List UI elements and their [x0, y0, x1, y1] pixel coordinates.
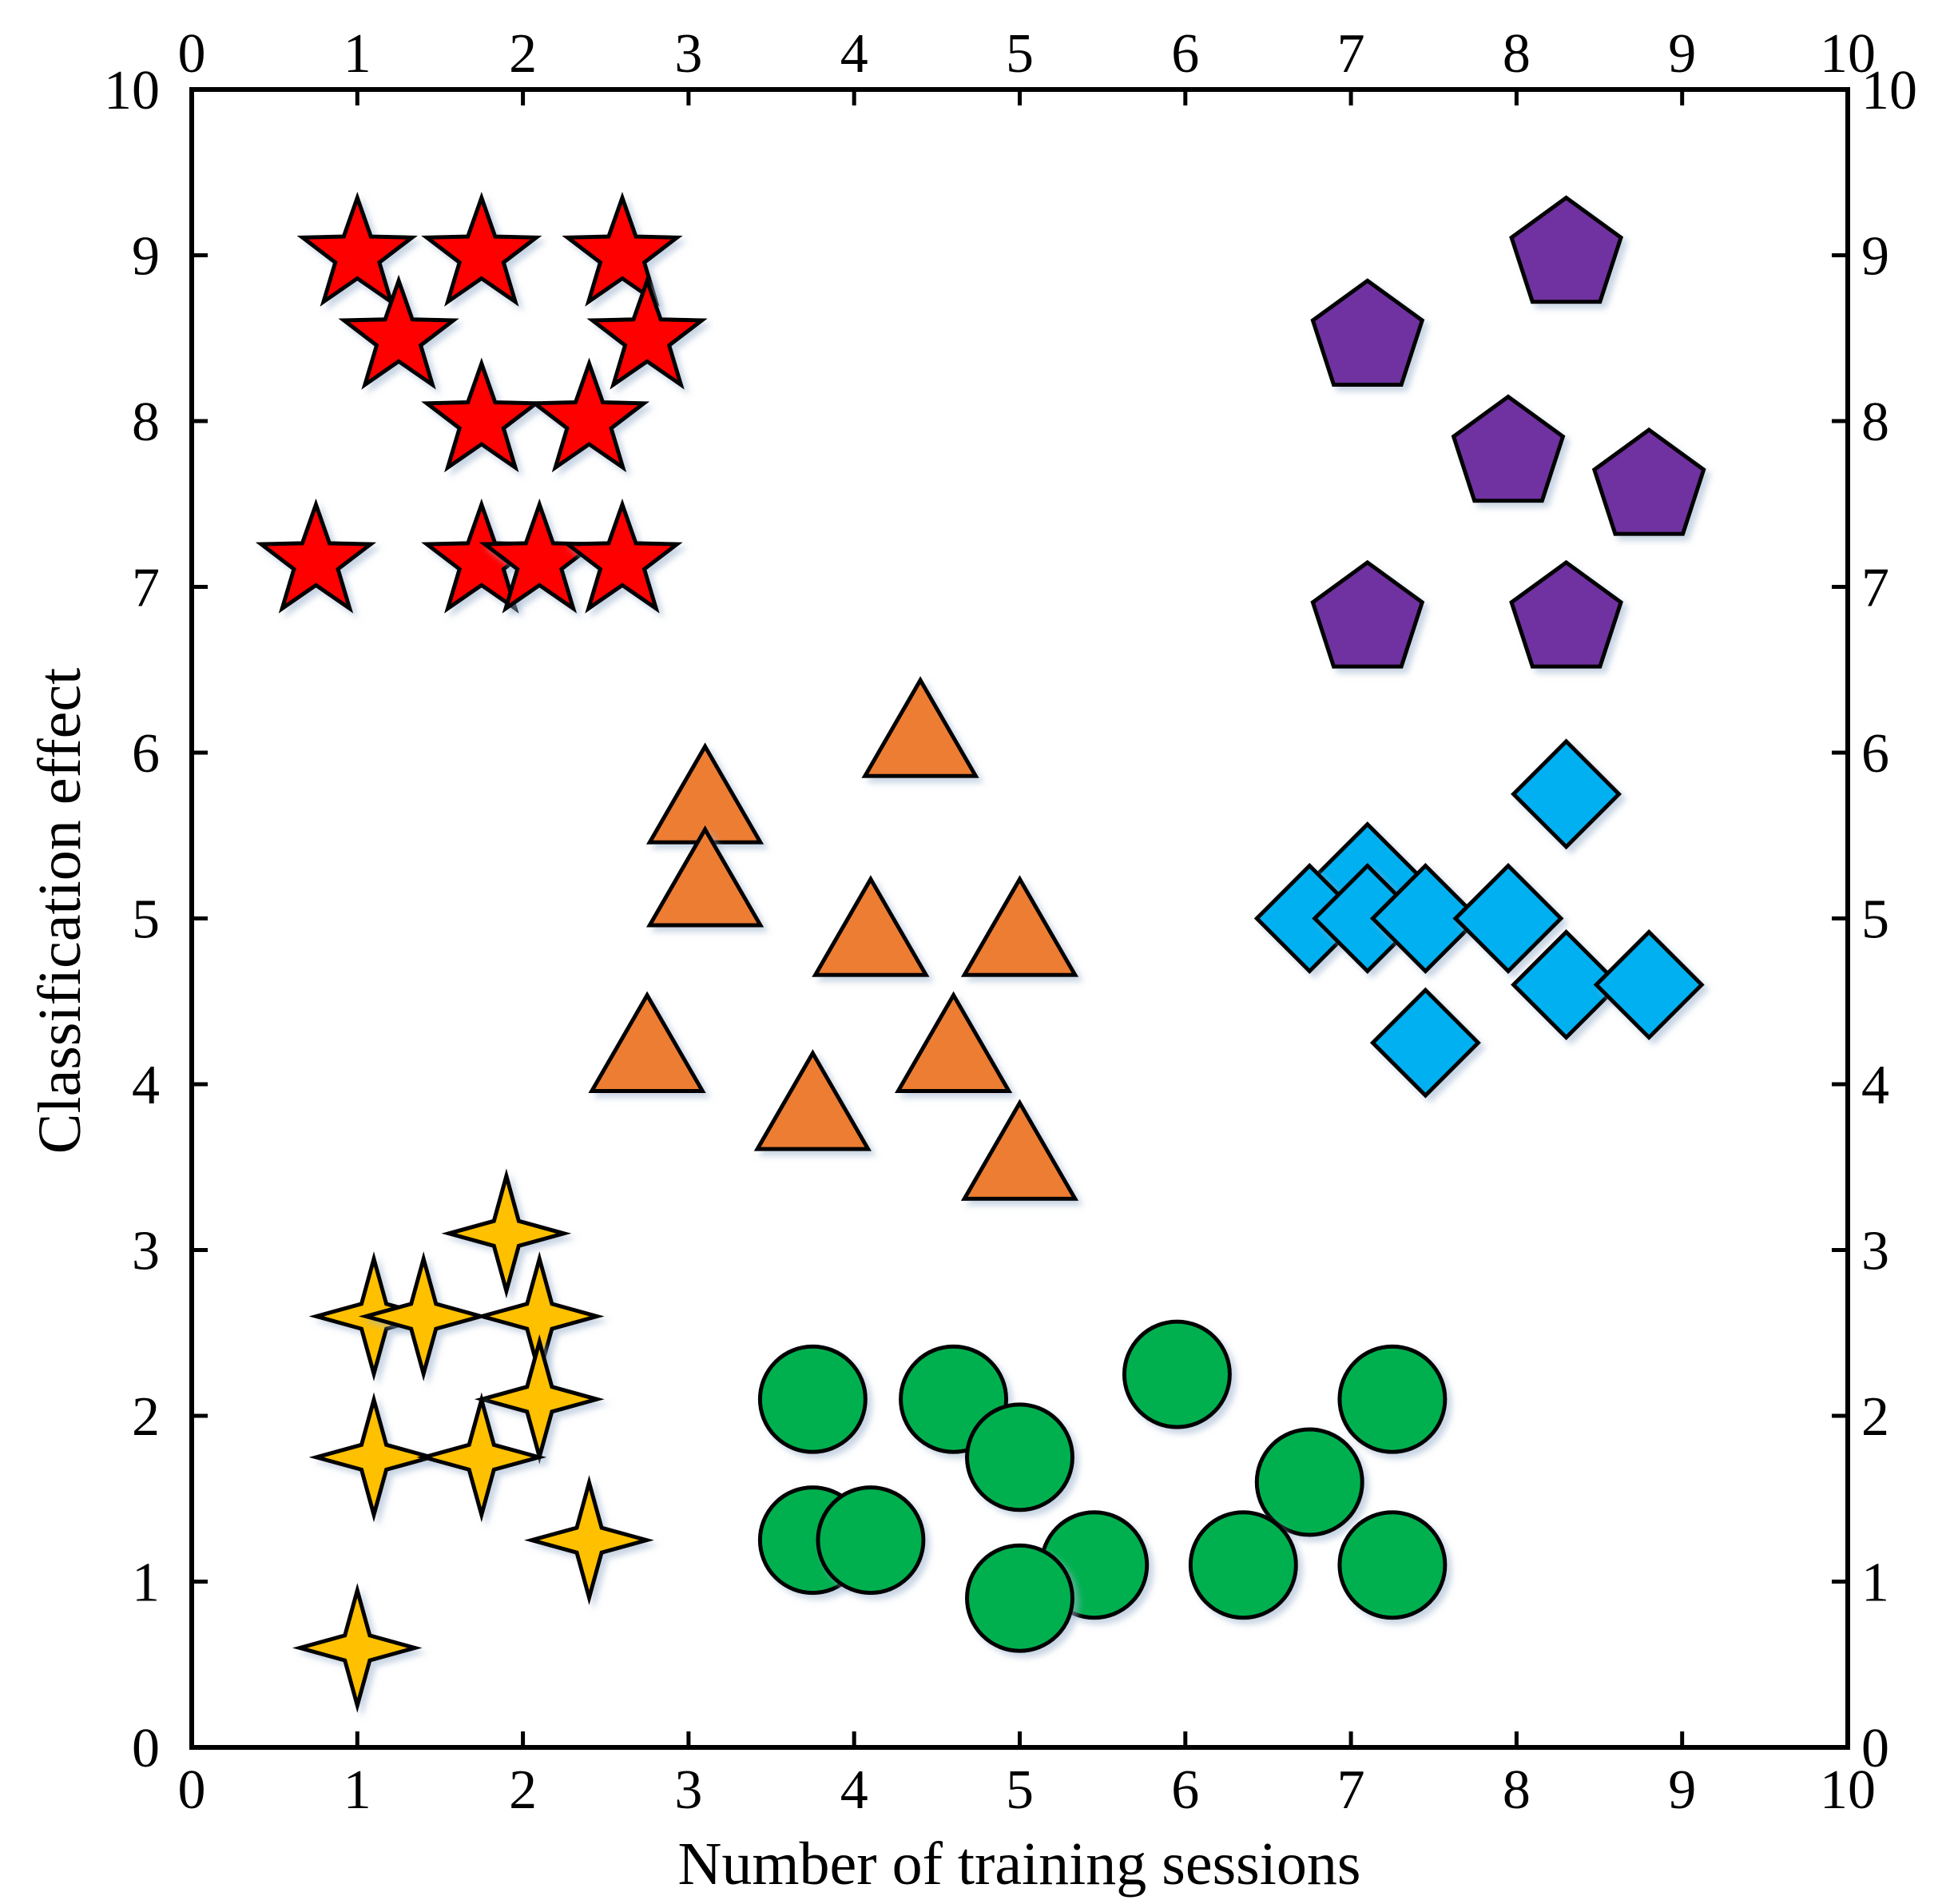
- x-tick-label-top: 9: [1668, 23, 1696, 85]
- circle-marker: [816, 1485, 926, 1596]
- x-tick-label-bottom: 0: [178, 1759, 206, 1821]
- x-tick-label-bottom: 9: [1668, 1759, 1696, 1821]
- y-tick-label-left: 7: [132, 558, 160, 619]
- circle-marker: [965, 1543, 1074, 1653]
- y-tick-label-right: 5: [1861, 889, 1889, 951]
- x-tick-label-top: 4: [840, 23, 868, 85]
- triangle-marker: [645, 825, 765, 928]
- circle-marker: [1122, 1319, 1232, 1429]
- diamond-marker: [1369, 987, 1481, 1099]
- pentagon-marker: [1591, 427, 1706, 536]
- star-marker: [421, 191, 542, 307]
- y-tick-label-left: 1: [132, 1552, 160, 1614]
- circle-marker: [1337, 1510, 1448, 1620]
- x-tick-label-bottom: 1: [344, 1759, 371, 1821]
- star-marker: [528, 357, 650, 473]
- star-marker: [421, 357, 542, 473]
- tick-marks: [189, 87, 1850, 1750]
- y-tick-label-left: 3: [132, 1221, 160, 1282]
- y-tick-label-right: 6: [1861, 723, 1889, 785]
- y-tick-label-right: 3: [1861, 1221, 1889, 1282]
- four-point-star-marker: [474, 1334, 605, 1465]
- circle-marker: [757, 1344, 868, 1454]
- star-marker: [562, 498, 683, 614]
- pentagon-marker: [1310, 278, 1425, 387]
- x-tick-label-bottom: 2: [509, 1759, 537, 1821]
- triangle-marker: [588, 991, 706, 1093]
- y-tick-label-left: 5: [132, 889, 160, 951]
- triangle-marker: [753, 1049, 872, 1151]
- x-tick-label-top: 2: [509, 23, 537, 85]
- x-tick-label-bottom: 5: [1006, 1759, 1034, 1821]
- x-tick-label-top: 7: [1337, 23, 1365, 85]
- diamond-marker: [1511, 738, 1622, 850]
- x-tick-label-top: 3: [674, 23, 702, 85]
- diamond-marker: [1593, 928, 1705, 1041]
- x-tick-label-top: 0: [178, 23, 206, 85]
- y-tick-label-right: 9: [1861, 226, 1889, 288]
- circle-marker: [1254, 1427, 1364, 1537]
- triangle-marker: [960, 1099, 1079, 1201]
- y-axis-title: Classification effect: [26, 668, 93, 1154]
- circle-marker: [965, 1402, 1074, 1512]
- four-point-star-marker: [524, 1475, 654, 1606]
- y-tick-label-left: 6: [132, 723, 160, 785]
- y-tick-label-right: 4: [1861, 1055, 1889, 1116]
- pentagon-marker: [1509, 195, 1624, 304]
- y-tick-label-right: 8: [1861, 392, 1889, 453]
- y-tick-label-right: 1: [1861, 1552, 1889, 1614]
- y-tick-label-left: 8: [132, 392, 160, 453]
- y-tick-label-right: 2: [1861, 1386, 1889, 1448]
- x-tick-label-top: 10: [1820, 23, 1876, 85]
- four-point-star-marker: [292, 1583, 423, 1713]
- y-tick-label-right: 10: [1861, 60, 1917, 121]
- four-point-star-marker: [358, 1251, 489, 1381]
- pentagon-marker: [1310, 559, 1425, 669]
- x-tick-label-bottom: 6: [1171, 1759, 1199, 1821]
- y-tick-label-left: 0: [132, 1718, 160, 1779]
- x-axis-title: Number of training sessions: [678, 1830, 1361, 1898]
- star-marker: [338, 274, 459, 390]
- diamond-marker: [1511, 928, 1622, 1041]
- x-tick-label-top: 8: [1503, 23, 1531, 85]
- x-tick-label-top: 5: [1006, 23, 1034, 85]
- x-tick-label-bottom: 4: [840, 1759, 868, 1821]
- circle-marker: [1188, 1510, 1298, 1620]
- data-markers: [255, 191, 1706, 1713]
- four-point-star-marker: [416, 1392, 547, 1523]
- triangle-marker: [812, 875, 930, 977]
- x-tick-label-top: 6: [1171, 23, 1199, 85]
- triangle-marker: [960, 875, 1079, 977]
- diamond-marker: [1452, 862, 1564, 975]
- triangle-marker: [894, 991, 1013, 1093]
- pentagon-marker: [1451, 394, 1566, 503]
- x-tick-label-bottom: 10: [1820, 1759, 1876, 1821]
- y-tick-label-right: 7: [1861, 558, 1889, 619]
- x-tick-label-top: 1: [344, 23, 371, 85]
- y-tick-label-left: 2: [132, 1386, 160, 1448]
- x-tick-label-bottom: 7: [1337, 1759, 1365, 1821]
- star-marker: [255, 498, 377, 614]
- pentagon-marker: [1509, 559, 1624, 669]
- x-tick-label-bottom: 3: [674, 1759, 702, 1821]
- y-tick-label-left: 4: [132, 1055, 160, 1116]
- four-point-star-marker: [441, 1168, 572, 1299]
- star-marker: [586, 274, 708, 390]
- y-tick-label-left: 9: [132, 226, 160, 288]
- circle-marker: [1337, 1344, 1448, 1454]
- star-marker: [296, 191, 418, 307]
- y-tick-label-left: 10: [104, 60, 160, 121]
- y-tick-label-right: 0: [1861, 1718, 1889, 1779]
- diamond-marker: [1369, 862, 1481, 975]
- triangle-marker: [861, 676, 979, 778]
- x-tick-label-bottom: 8: [1503, 1759, 1531, 1821]
- four-point-star-marker: [308, 1392, 439, 1523]
- star-marker: [562, 191, 683, 307]
